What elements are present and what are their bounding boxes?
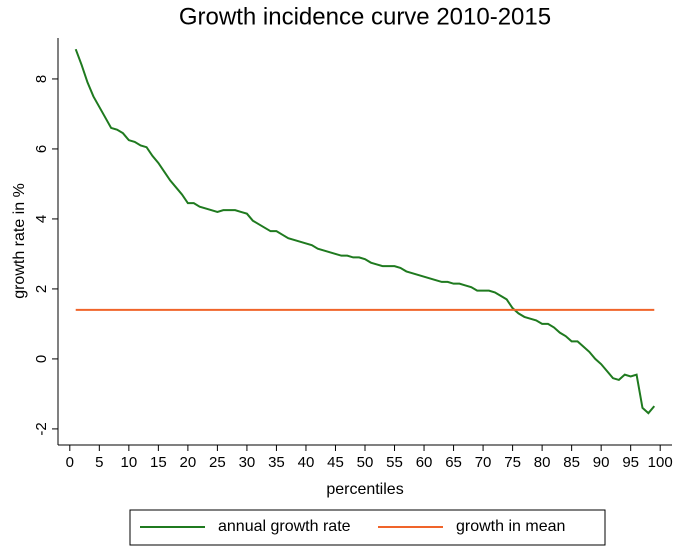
x-tick-label: 80 (534, 454, 551, 471)
legend-box (129, 509, 606, 546)
x-tick-label: 90 (593, 454, 610, 471)
x-tick-label: 25 (209, 454, 226, 471)
legend-label: growth in mean (456, 518, 565, 535)
x-tick-label: 100 (648, 454, 673, 471)
y-axis-title: growth rate in % (11, 183, 28, 299)
x-tick-label: 30 (239, 454, 256, 471)
x-tick-label: 20 (180, 454, 197, 471)
y-tick-label: 6 (33, 145, 50, 153)
x-tick-label: 45 (327, 454, 344, 471)
series-line (74, 48, 656, 415)
x-tick-label: 60 (416, 454, 433, 471)
y-tick-label: 2 (33, 285, 50, 293)
y-tick-label: 4 (33, 215, 50, 223)
x-tick-label: 65 (445, 454, 462, 471)
x-tick-label: 0 (66, 454, 74, 471)
x-tick-label: 95 (622, 454, 639, 471)
x-tick-label: 35 (268, 454, 285, 471)
chart-title: Growth incidence curve 2010-2015 (179, 3, 551, 30)
x-axis-title: percentiles (326, 481, 403, 498)
x-tick-label: 5 (95, 454, 103, 471)
y-tick-label: -2 (33, 422, 50, 435)
y-tick-label: 8 (33, 75, 50, 83)
y-tick-label: 0 (33, 355, 50, 363)
x-tick-label: 75 (504, 454, 521, 471)
x-tick-label: 55 (386, 454, 403, 471)
x-tick-label: 10 (121, 454, 138, 471)
x-tick-label: 70 (475, 454, 492, 471)
x-tick-label: 15 (150, 454, 167, 471)
legend-label: annual growth rate (218, 518, 351, 535)
x-tick-label: 50 (357, 454, 374, 471)
x-tick-label: 40 (298, 454, 315, 471)
x-tick-label: 85 (563, 454, 580, 471)
